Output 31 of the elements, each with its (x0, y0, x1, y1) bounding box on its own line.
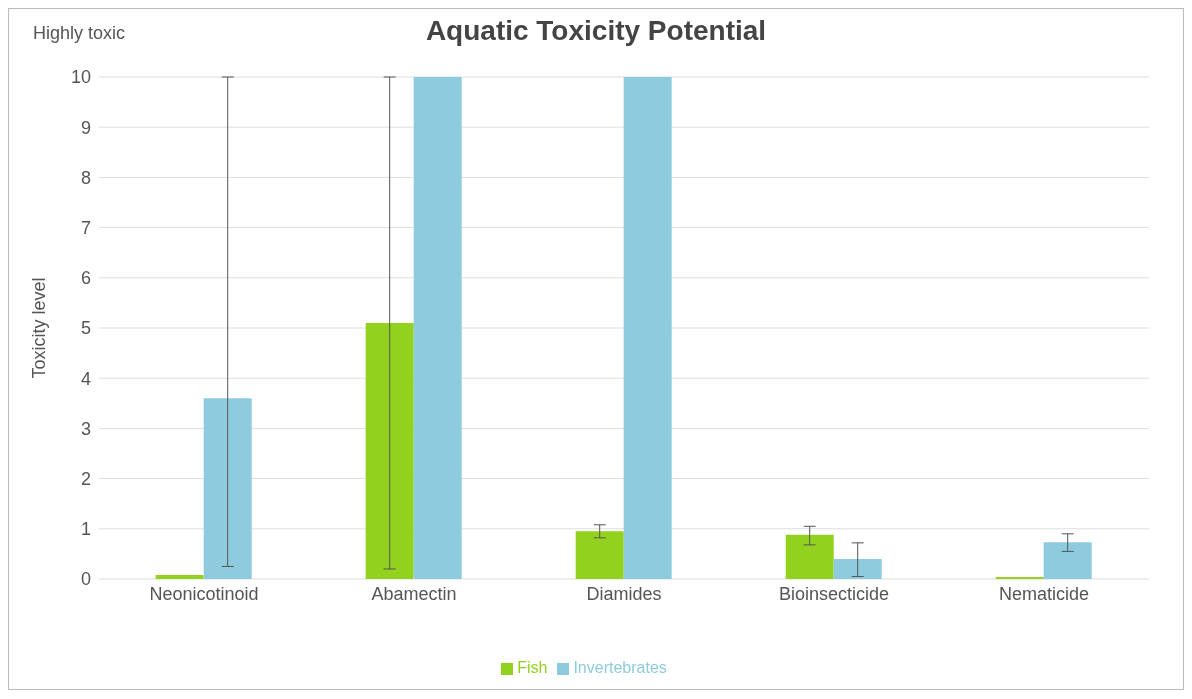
y-tick-label: 9 (80, 117, 91, 138)
legend-label: Invertebrates (573, 659, 667, 676)
y-tick-label: 5 (80, 318, 91, 339)
y-tick-label: 4 (80, 368, 91, 389)
legend-label: Fish (517, 659, 548, 676)
y-tick-label: 1 (80, 519, 91, 540)
bar (995, 576, 1044, 579)
bar (365, 322, 414, 579)
y-tick-label: 8 (80, 167, 91, 188)
y-tick-label: 7 (80, 217, 91, 238)
bar (623, 77, 672, 579)
x-tick-label: Diamides (586, 583, 662, 604)
y-tick-label: 2 (80, 468, 91, 489)
x-tick-label: Bioinsecticide (778, 583, 890, 604)
y-tick-label: 0 (80, 569, 91, 590)
x-tick-label: Neonicotinoid (149, 583, 259, 604)
text: Highly toxic (33, 23, 126, 44)
x-tick-label: Nematicide (998, 583, 1090, 604)
bar (575, 531, 624, 579)
y-tick-label: 3 (80, 418, 91, 439)
x-tick-label: Abamectin (371, 583, 457, 604)
bar (413, 77, 462, 579)
y-tick-label: 6 (80, 268, 91, 289)
bar (833, 558, 882, 579)
y-axis-title: Toxicity level (29, 277, 50, 379)
bar (1043, 542, 1092, 579)
bar (785, 534, 834, 579)
y-tick-label: 10 (70, 67, 91, 88)
chart-title: Aquatic Toxicity Potential (425, 15, 767, 46)
bar (155, 574, 204, 579)
bar (203, 398, 252, 579)
